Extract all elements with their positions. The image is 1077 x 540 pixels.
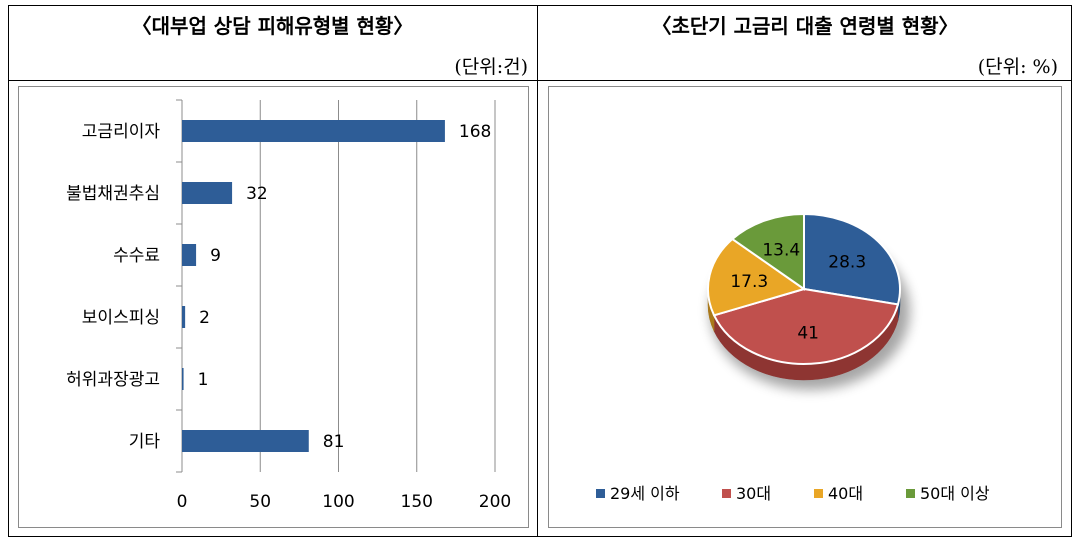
bar bbox=[182, 120, 445, 142]
bar bbox=[182, 182, 233, 204]
category-label: 불법채권추심 bbox=[66, 184, 160, 204]
legend-swatch bbox=[596, 489, 605, 498]
pie-chart: 28.3 41 17.3 13.4 29세 이하 30대 40대 50대 이상 bbox=[596, 212, 990, 503]
legend-swatch bbox=[906, 489, 915, 498]
column-divider bbox=[537, 5, 538, 537]
data-label: 9 bbox=[210, 246, 221, 266]
header-divider bbox=[8, 80, 1072, 81]
pie-chart-panel: 28.3 41 17.3 13.4 29세 이하 30대 40대 50대 이상 bbox=[548, 86, 1062, 528]
legend-label: 40대 bbox=[828, 484, 863, 503]
category-label: 수수료 bbox=[113, 246, 160, 266]
pie-slice bbox=[803, 212, 901, 306]
category-label: 보이스피싱 bbox=[82, 308, 160, 328]
bar bbox=[182, 430, 309, 452]
bar-chart-panel: 0 50 100 150 200 고금리이자 168 불법채권추심 32 수수료 9 보이스피싱 2 허위… bbox=[18, 86, 529, 528]
bar bbox=[182, 306, 186, 328]
category-label: 고금리이자 bbox=[82, 122, 161, 142]
pie-value-label: 13.4 bbox=[762, 240, 800, 260]
x-tick-label: 50 bbox=[249, 492, 271, 512]
category-label: 기타 bbox=[129, 432, 161, 452]
pie-slice bbox=[707, 237, 807, 317]
outer-table-frame bbox=[8, 5, 1072, 537]
bar bbox=[182, 368, 184, 390]
right-chart-title: 〈초단기 고금리 대출 연령별 현황〉 bbox=[651, 14, 959, 38]
right-unit-label: (단위: %) bbox=[977, 56, 1058, 78]
pie-value-label: 28.3 bbox=[828, 253, 866, 273]
legend-label: 29세 이하 bbox=[610, 484, 680, 503]
legend-swatch bbox=[814, 489, 823, 498]
pie-value-label: 41 bbox=[797, 323, 819, 343]
data-label: 81 bbox=[323, 432, 345, 452]
bar bbox=[182, 244, 197, 266]
x-tick-label: 150 bbox=[401, 492, 433, 512]
x-tick-label: 100 bbox=[322, 492, 354, 512]
x-tick-label: 0 bbox=[177, 492, 188, 512]
data-label: 2 bbox=[199, 308, 210, 328]
x-tick-label: 200 bbox=[479, 492, 511, 512]
legend-swatch bbox=[722, 489, 731, 498]
pie-slice bbox=[712, 287, 900, 365]
data-label: 32 bbox=[246, 184, 268, 204]
legend-label: 30대 bbox=[736, 484, 771, 503]
category-label: 허위과장광고 bbox=[66, 370, 160, 390]
left-unit-label: (단위:건) bbox=[454, 56, 528, 78]
bar-chart: 0 50 100 150 200 고금리이자 168 불법채권추심 32 수수료 9 보이스피싱 2 허위… bbox=[66, 99, 511, 512]
left-chart-title: 〈대부업 상담 피해유형별 현황〉 bbox=[131, 14, 414, 38]
pie-slice bbox=[730, 212, 805, 291]
data-label: 1 bbox=[198, 370, 209, 390]
legend-label: 50대 이상 bbox=[920, 484, 990, 503]
pie-value-label: 17.3 bbox=[730, 272, 768, 292]
data-label: 168 bbox=[459, 122, 491, 142]
